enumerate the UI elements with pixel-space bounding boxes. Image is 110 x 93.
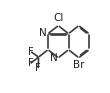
Text: F: F	[35, 63, 41, 73]
Text: F: F	[28, 58, 33, 68]
Text: F: F	[28, 47, 34, 57]
Text: Cl: Cl	[53, 13, 63, 23]
Text: Br: Br	[73, 60, 85, 70]
Text: N: N	[39, 28, 47, 38]
Text: N: N	[50, 53, 57, 63]
